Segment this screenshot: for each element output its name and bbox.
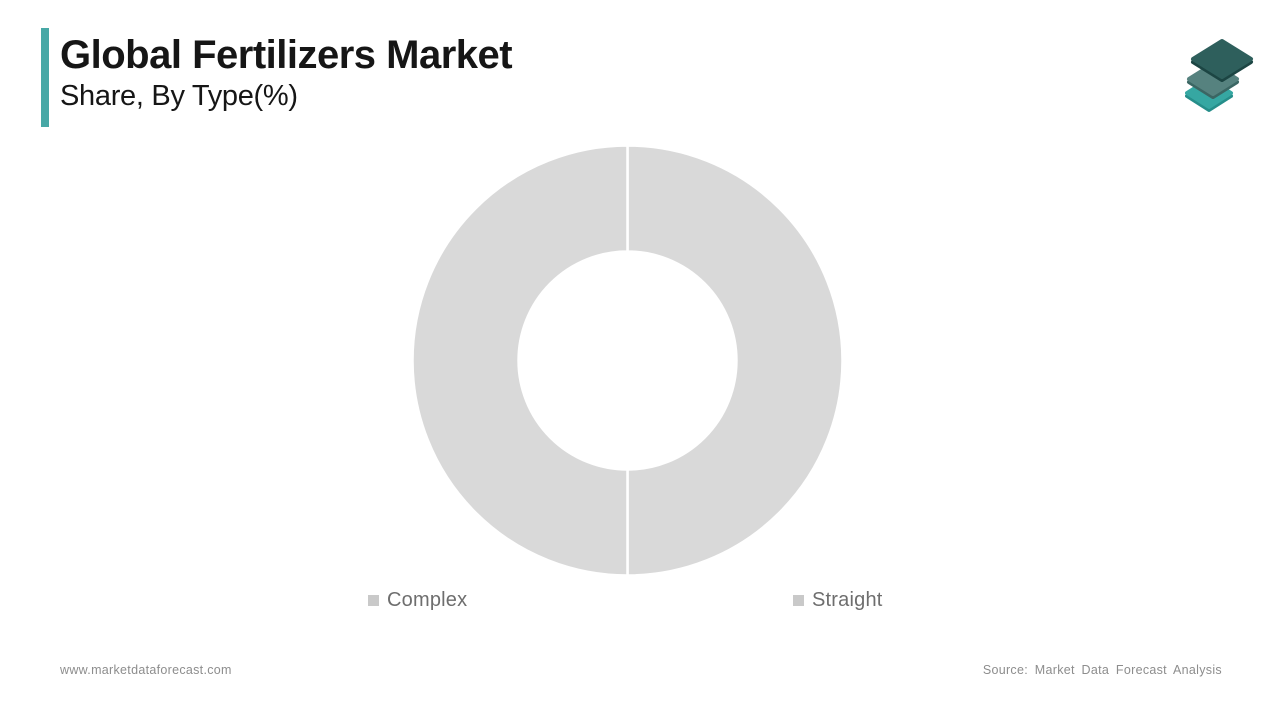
legend-label: Complex [387,589,468,611]
donut-chart [411,144,844,577]
legend-item-straight[interactable]: Straight [793,589,883,612]
page-title: Global Fertilizers Market [60,33,513,77]
legend-label: Straight [812,589,883,611]
legend-item-complex[interactable]: Complex [368,589,467,612]
market-data-forecast-logo-icon [1185,39,1253,112]
donut-slice-straight[interactable] [411,144,629,577]
header: Global Fertilizers Market Share, By Type… [60,33,513,113]
page-subtitle: Share, By Type(%) [60,80,298,112]
legend-swatch [793,595,804,606]
legend-swatch [368,595,379,606]
source-text: Source: Market Data Forecast Analysis [982,663,1222,677]
donut-slice-complex[interactable] [626,144,844,577]
website-link[interactable]: www.marketdataforecast.com [60,663,232,677]
title-accent-bar [41,28,49,127]
